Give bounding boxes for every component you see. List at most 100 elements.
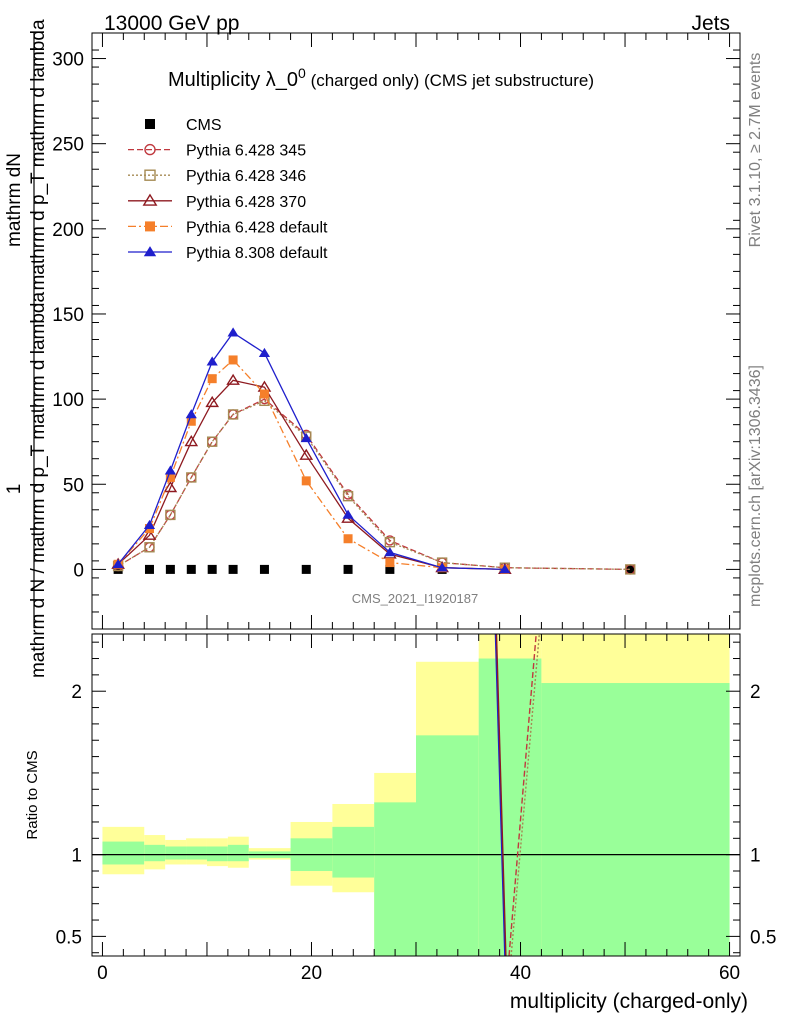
- legend-marker-p345: [144, 143, 156, 156]
- point-p370-1: [142, 528, 157, 540]
- band-inner-10: [416, 735, 479, 956]
- legend-item-p346: Pythia 6.428 346: [128, 168, 306, 185]
- point-p346-3: [186, 472, 197, 483]
- band-inner-2: [165, 846, 187, 860]
- ratio-lines: [92, 633, 740, 957]
- ratio-ytick-label: 2: [71, 682, 82, 703]
- ratio-ytick-label-right: 0.5: [750, 927, 776, 948]
- legend-label-p6def: Pythia 6.428 default: [186, 219, 328, 236]
- series-line-p346: [117, 400, 631, 571]
- series-cms: [113, 564, 635, 574]
- point-p8def-1: [143, 519, 156, 529]
- point-p346-2: [165, 509, 176, 521]
- series-line-p370: [117, 379, 505, 571]
- legend-label-p346: Pythia 6.428 346: [186, 168, 306, 185]
- point-p8def-3: [185, 409, 197, 419]
- point-p6def-6: [259, 389, 269, 399]
- series-p8def: [112, 327, 511, 574]
- main-axis-ticks: 0 50 100 150 200 250 300: [52, 32, 740, 629]
- x-axis-ticks: 0 20 40 60: [97, 963, 740, 984]
- legend-item-p345: Pythia 6.428 345: [128, 143, 306, 160]
- point-p6def-5: [228, 355, 238, 365]
- ratio-line-p370: [495, 633, 507, 957]
- band-inner-5: [227, 844, 249, 862]
- point-p8def-4: [206, 356, 218, 366]
- legend: CMS Pythia 6.428 345 Pythia 6.428 346 Pythi…: [128, 117, 328, 262]
- band-inner-12: [541, 683, 730, 956]
- point-p346-5: [227, 409, 239, 420]
- xtick-label: 40: [510, 963, 531, 984]
- legend-item-p370: Pythia 6.428 370: [128, 193, 306, 211]
- ratio-axis-ticks: 0.5 0.5 1 1 2 2: [56, 634, 776, 956]
- point-p6def-3: [186, 416, 196, 426]
- point-p346-9: [384, 536, 396, 548]
- rivet-label: Rivet 3.1.10, ≥ 2.7M events: [747, 53, 764, 248]
- legend-marker-p346: [144, 169, 156, 181]
- legend-label-p370: Pythia 6.428 370: [186, 194, 306, 211]
- main-ylabel: 1 mathrm dN mathrm d p_T mathrm d lambda…: [4, 19, 49, 678]
- point-p8def-7: [300, 432, 312, 443]
- legend-item-p8def: Pythia 8.308 default: [128, 245, 328, 262]
- point-cms-5: [228, 564, 238, 574]
- ratio-ytick-label: 1: [71, 846, 82, 867]
- point-cms-12: [625, 564, 635, 574]
- ylabel-prefactor: 1: [4, 484, 25, 495]
- point-p370-7: [299, 448, 314, 460]
- xtick-label: 20: [301, 963, 322, 984]
- header-left: 13000 GeV pp: [104, 12, 239, 35]
- band-inner-8: [332, 826, 375, 878]
- point-p370-4: [205, 395, 220, 408]
- legend-marker-p8def: [143, 246, 157, 257]
- point-cms-0: [113, 564, 123, 574]
- legend-label-cms: CMS: [186, 117, 222, 134]
- ratio-ytick-label: 0.5: [56, 927, 82, 948]
- point-cms-6: [259, 564, 269, 574]
- point-p8def-10: [436, 562, 448, 572]
- point-p6def-4: [207, 374, 217, 384]
- ratio-bands: [102, 634, 730, 956]
- point-p346-4: [206, 436, 218, 447]
- band-inner-11: [478, 658, 542, 956]
- point-cms-8: [343, 564, 353, 574]
- main-ytick-label: 0: [73, 560, 84, 581]
- point-p8def-11: [499, 564, 511, 574]
- header-right: Jets: [691, 12, 730, 35]
- point-p370-3: [184, 435, 199, 447]
- ylabel-numerator-sub: mathrm d p_T mathrm d lambda: [28, 19, 49, 290]
- point-p6def-9: [385, 558, 395, 568]
- point-p346-8: [342, 490, 354, 502]
- legend-marker-p6def: [145, 221, 155, 232]
- point-p8def-9: [384, 547, 396, 557]
- main-ytick-label: 150: [52, 305, 84, 326]
- point-p8def-0: [112, 558, 124, 569]
- point-p370-2: [163, 481, 178, 493]
- band-inner-4: [206, 846, 228, 862]
- point-cms-1: [144, 564, 154, 574]
- title-main: Multiplicity λ_0: [168, 69, 298, 91]
- point-p6def-7: [301, 476, 311, 486]
- point-cms-3: [186, 564, 196, 574]
- band-inner-3: [186, 846, 207, 860]
- series-line-p8def: [117, 331, 505, 571]
- mcplots-label: mcplots.cern.ch [arXiv:1306.3436]: [747, 365, 764, 607]
- xtick-label: 0: [97, 963, 108, 984]
- point-p8def-8: [342, 509, 354, 519]
- point-cms-4: [207, 564, 217, 574]
- legend-item-p6def: Pythia 6.428 default: [128, 219, 328, 236]
- legend-label-p345: Pythia 6.428 345: [186, 143, 306, 160]
- ylabel-denominator: mathrm d N / mathrm d p_T mathrm d lambd…: [28, 292, 49, 679]
- legend-label-p8def: Pythia 8.308 default: [186, 245, 328, 262]
- title-tail: (charged only) (CMS jet substructure): [306, 71, 594, 90]
- point-p6def-8: [343, 534, 353, 544]
- point-p370-5: [226, 373, 240, 385]
- main-ytick-label: 50: [63, 475, 84, 496]
- x-axis-label: multiplicity (charged-only): [510, 990, 748, 1013]
- ratio-ylabel: Ratio to CMS: [24, 750, 41, 839]
- legend-item-cms: CMS: [145, 117, 222, 134]
- main-title: Multiplicity λ_00 (charged only) (CMS je…: [168, 65, 594, 91]
- series-line-p6def: [117, 358, 505, 571]
- band-inner-9: [374, 802, 416, 956]
- point-p346-12: [625, 564, 636, 575]
- title-superscript: 0: [298, 65, 306, 81]
